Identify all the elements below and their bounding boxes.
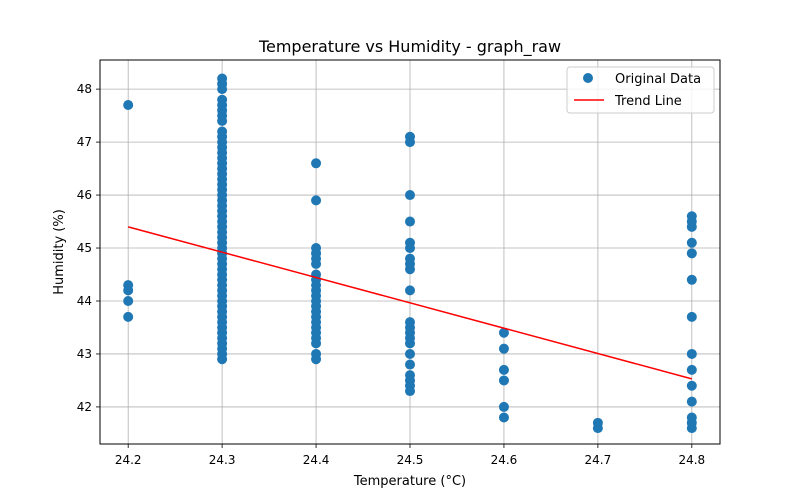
data-point xyxy=(498,364,509,375)
x-tick-label: 24.3 xyxy=(209,453,236,467)
data-point xyxy=(311,158,322,169)
x-axis-label: Temperature (°C) xyxy=(353,474,466,489)
data-point xyxy=(217,84,228,95)
legend: Original Data Trend Line xyxy=(566,66,715,114)
x-tick-label: 24.5 xyxy=(397,453,424,467)
data-point xyxy=(217,354,228,365)
x-tick-label: 24.4 xyxy=(303,453,330,467)
data-point xyxy=(405,285,415,296)
data-point xyxy=(311,338,322,349)
data-point xyxy=(123,311,134,322)
data-point xyxy=(311,258,322,269)
y-tick-label: 45 xyxy=(77,241,92,255)
data-point xyxy=(405,359,415,370)
data-point xyxy=(686,348,697,359)
y-tick-label: 43 xyxy=(77,347,92,361)
data-point xyxy=(498,401,509,412)
data-point xyxy=(498,343,509,354)
y-axis-label: Humidity (%) xyxy=(52,209,67,295)
data-point xyxy=(405,137,415,148)
data-point xyxy=(405,216,415,227)
data-point xyxy=(405,348,415,359)
data-point xyxy=(123,100,134,111)
data-point xyxy=(123,295,134,306)
data-point xyxy=(405,243,415,254)
tick-marks: 24.2 24.3 24.4 24.5 24.6 24.7 24.8 42 43 44 45 46 47… xyxy=(77,82,705,467)
data-point xyxy=(217,115,228,126)
data-point xyxy=(498,327,509,338)
x-tick-label: 24.7 xyxy=(585,453,612,467)
data-point xyxy=(405,338,415,349)
data-point xyxy=(686,423,697,434)
y-tick-label: 42 xyxy=(77,400,92,414)
data-point xyxy=(686,380,697,391)
y-tick-label: 48 xyxy=(77,82,92,96)
x-tick-label: 24.6 xyxy=(491,453,518,467)
data-point xyxy=(686,237,697,248)
data-point xyxy=(405,386,415,397)
data-point xyxy=(592,423,603,434)
legend-label-original-data: Original Data xyxy=(615,72,701,87)
chart-title: Temperature vs Humidity - graph_raw xyxy=(258,37,561,57)
data-point xyxy=(686,221,697,232)
data-point xyxy=(686,364,697,375)
data-point xyxy=(686,248,697,259)
trend-line xyxy=(127,226,693,380)
legend-scatter-marker xyxy=(583,73,593,83)
data-point xyxy=(686,274,697,285)
data-point xyxy=(498,375,509,386)
data-point xyxy=(686,311,697,322)
x-tick-label: 24.2 xyxy=(115,453,142,467)
data-point xyxy=(311,354,322,365)
x-tick-label: 24.8 xyxy=(678,453,705,467)
data-point xyxy=(311,195,322,206)
legend-label-trend-line: Trend Line xyxy=(614,94,682,109)
data-layer xyxy=(123,73,697,434)
legend-box xyxy=(566,66,715,114)
data-point xyxy=(405,264,415,275)
y-tick-label: 46 xyxy=(77,188,92,202)
data-point xyxy=(123,285,134,296)
data-point xyxy=(405,190,415,201)
data-point xyxy=(686,396,697,407)
y-tick-label: 44 xyxy=(77,294,92,308)
data-point xyxy=(498,412,509,423)
y-tick-label: 47 xyxy=(77,135,92,149)
